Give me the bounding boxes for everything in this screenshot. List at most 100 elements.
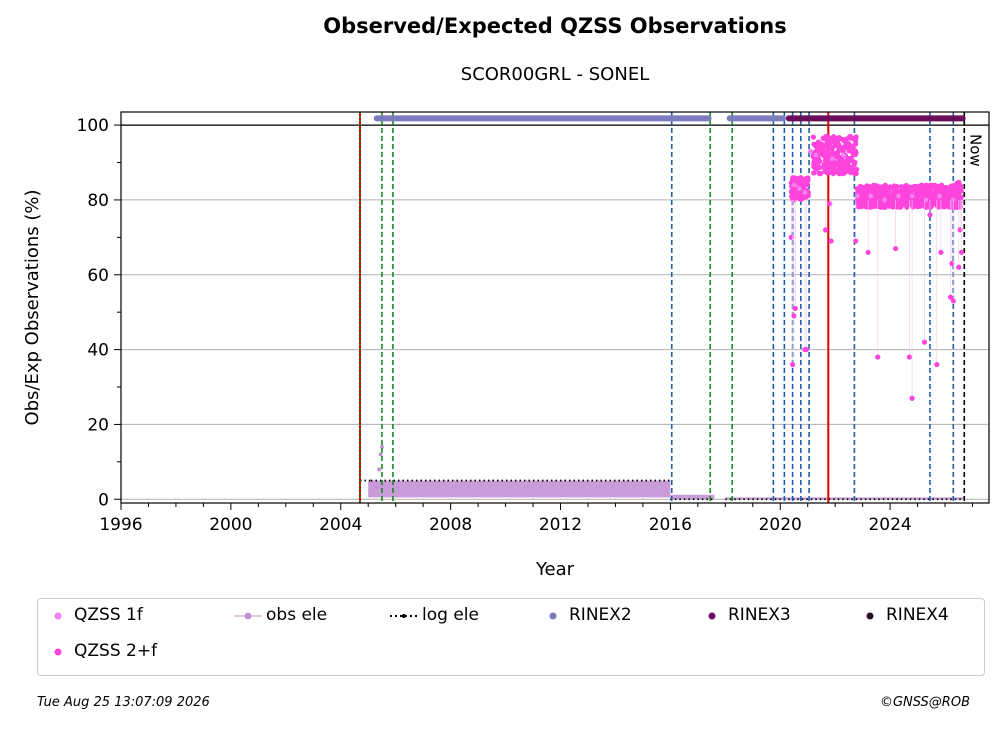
qzss-2f-point bbox=[886, 203, 893, 209]
legend-item-qzss-1f: QZSS 1f bbox=[48, 605, 143, 625]
qzss-1f-point bbox=[882, 197, 888, 203]
qzss-2f-point bbox=[838, 146, 844, 152]
qzss-2f-outlier bbox=[949, 260, 955, 267]
qzss-2f-point bbox=[804, 182, 811, 188]
qzss-2f-point bbox=[835, 160, 841, 166]
y-tick-label: 40 bbox=[87, 341, 109, 361]
qzss-2f-series bbox=[788, 133, 965, 401]
qzss-1f-point bbox=[791, 182, 797, 188]
qzss-2f-outlier bbox=[853, 238, 859, 244]
qzss-2f-point bbox=[842, 165, 849, 171]
qzss-2f-point bbox=[823, 166, 829, 172]
qzss-2f-point bbox=[939, 184, 945, 190]
qzss-2f-outlier bbox=[893, 245, 899, 252]
qzss-2f-point bbox=[940, 203, 946, 210]
qzss-2f-outlier bbox=[938, 249, 944, 255]
qzss-2f-point bbox=[942, 189, 948, 195]
obs-ele-band bbox=[670, 494, 715, 500]
x-tick-label: 2000 bbox=[209, 515, 252, 535]
qzss-2f-point bbox=[821, 153, 827, 159]
chart-title: Observed/Expected QZSS Observations bbox=[323, 14, 787, 38]
qzss-2f-point bbox=[810, 134, 816, 140]
qzss-2f-point bbox=[861, 202, 867, 208]
x-tick-label: 2020 bbox=[759, 515, 802, 535]
qzss-2f-point bbox=[816, 170, 822, 176]
qzss-2f-outlier bbox=[792, 305, 798, 312]
qzss-2f-point bbox=[923, 182, 929, 188]
qzss-2f-point bbox=[894, 189, 900, 195]
qzss-2f-point bbox=[860, 187, 866, 193]
legend-swatch bbox=[54, 648, 62, 656]
qzss-2f-point bbox=[928, 195, 934, 201]
rinex-bar bbox=[726, 115, 786, 122]
qzss-2f-point bbox=[853, 170, 859, 177]
qzss-2f-outlier bbox=[788, 234, 794, 240]
qzss-2f-point bbox=[912, 197, 918, 203]
qzss-2f-outlier bbox=[947, 294, 954, 300]
qzss-2f-outlier bbox=[934, 361, 940, 368]
y-tick-label: 20 bbox=[87, 415, 109, 435]
qzss-2f-point bbox=[791, 190, 798, 196]
qzss-2f-point bbox=[875, 188, 881, 195]
qzss-2f-point bbox=[828, 161, 834, 167]
plot-frame bbox=[120, 111, 990, 504]
qzss-1f-point bbox=[854, 193, 860, 199]
qzss-2f-point bbox=[946, 204, 952, 210]
qzss-2f-point bbox=[814, 147, 821, 153]
qzss-2f-point bbox=[842, 144, 848, 150]
legend-item-qzss-2f: QZSS 2+f bbox=[48, 641, 157, 661]
qzss-2f-point bbox=[811, 170, 817, 176]
x-tick-label: 1996 bbox=[99, 515, 142, 535]
qzss-2f-point bbox=[835, 143, 842, 149]
qzss-2f-point bbox=[816, 140, 822, 146]
qzss-2f-point bbox=[897, 203, 903, 209]
qzss-2f-point bbox=[953, 184, 959, 191]
qzss-2f-point bbox=[796, 195, 802, 201]
obs-ele-band bbox=[368, 480, 671, 498]
legend-label: QZSS 1f bbox=[74, 605, 143, 625]
qzss-2f-point bbox=[885, 187, 892, 193]
qzss-2f-outlier bbox=[921, 339, 928, 345]
obs-ele-point bbox=[379, 444, 384, 449]
qzss-2f-point bbox=[854, 166, 860, 173]
qzss-2f-point bbox=[790, 177, 796, 183]
y-tick-label: 100 bbox=[77, 116, 109, 136]
qzss-2f-point bbox=[917, 190, 923, 197]
x-tick-label: 2004 bbox=[319, 515, 362, 535]
qzss-2f-point bbox=[953, 204, 959, 210]
x-tick-label: 2012 bbox=[539, 515, 582, 535]
qzss-2f-point bbox=[870, 204, 876, 210]
qzss-1f-point bbox=[950, 197, 956, 203]
qzss-2f-point bbox=[871, 184, 877, 190]
qzss-1f-point bbox=[797, 186, 802, 192]
qzss-2f-point bbox=[834, 151, 841, 158]
qzss-2f-outlier bbox=[803, 346, 809, 353]
qzss-2f-point bbox=[932, 188, 938, 194]
legend-swatch bbox=[54, 612, 62, 620]
qzss-2f-point bbox=[928, 185, 934, 191]
rinex-bar bbox=[373, 115, 712, 122]
legend-item-log-ele: log ele bbox=[388, 605, 479, 625]
qzss-2f-point bbox=[934, 198, 940, 205]
qzss-2f-outlier bbox=[958, 249, 965, 255]
qzss-2f-point bbox=[819, 147, 825, 154]
qzss-2f-point bbox=[829, 137, 835, 143]
qzss-2f-outlier bbox=[828, 238, 834, 244]
qzss-2f-point bbox=[874, 194, 881, 200]
legend-swatch bbox=[549, 612, 557, 620]
qzss-2f-outlier bbox=[957, 227, 963, 233]
x-tick-label: 2016 bbox=[649, 515, 692, 535]
qzss-2f-point bbox=[799, 178, 806, 184]
legend-label: QZSS 2+f bbox=[74, 641, 158, 661]
legend-label: RINEX4 bbox=[886, 605, 949, 625]
qzss-2f-point bbox=[954, 200, 960, 207]
legend-swatch bbox=[708, 612, 716, 620]
rinex-bar bbox=[785, 115, 966, 122]
qzss-2f-outlier bbox=[865, 249, 871, 255]
qzss-2f-point bbox=[800, 186, 806, 192]
qzss-2f-point bbox=[894, 183, 900, 189]
qzss-2f-point bbox=[881, 188, 887, 195]
qzss-2f-point bbox=[863, 198, 869, 204]
y-tick-label: 80 bbox=[87, 191, 109, 211]
qzss-2f-point bbox=[899, 187, 905, 193]
